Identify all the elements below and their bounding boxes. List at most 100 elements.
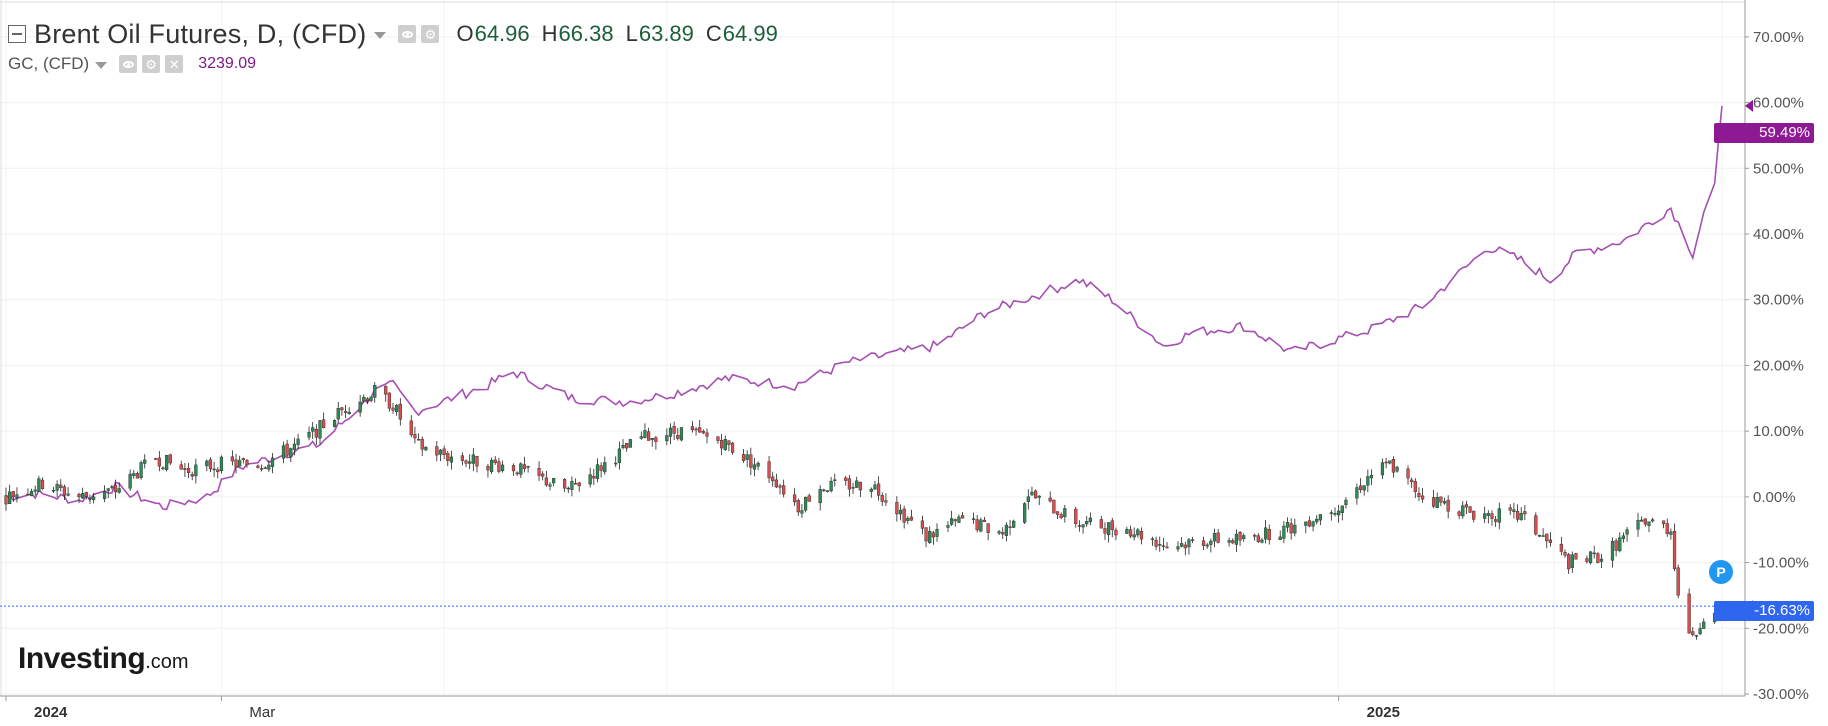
- close-label: C: [705, 21, 722, 46]
- oil-candle: [741, 454, 746, 461]
- p-marker-icon[interactable]: P: [1709, 560, 1733, 584]
- oil-candle: [1315, 518, 1319, 523]
- oil-candle: [1267, 529, 1271, 541]
- oil-candle: [570, 481, 574, 490]
- oil-candle: [1596, 553, 1600, 563]
- oil-candle: [1033, 490, 1038, 499]
- oil-candle: [212, 468, 216, 471]
- y-tick-label: 40.00%: [1753, 226, 1804, 243]
- oil-candle: [1333, 513, 1337, 515]
- oil-candle: [676, 435, 680, 439]
- oil-candle: [1107, 522, 1111, 536]
- oil-candle: [234, 459, 238, 468]
- low-value: 63.89: [638, 21, 694, 46]
- oil-candle: [522, 464, 527, 469]
- oil-candle: [8, 491, 12, 504]
- oil-candle: [230, 456, 234, 462]
- eye-icon[interactable]: [398, 25, 417, 43]
- y-tick-label: 70.00%: [1753, 29, 1804, 46]
- oil-candle: [307, 431, 311, 438]
- gear-icon[interactable]: ⚙: [421, 25, 440, 43]
- oil-candle: [165, 454, 169, 470]
- gear-icon[interactable]: ⚙: [142, 55, 161, 73]
- oil-candle: [595, 464, 600, 479]
- oil-candle: [847, 478, 851, 490]
- oil-candle: [398, 403, 402, 420]
- oil-candle: [347, 411, 351, 414]
- oil-candle: [1691, 631, 1695, 635]
- oil-candle: [1669, 531, 1673, 535]
- oil-candle: [1563, 551, 1567, 556]
- oil-candle: [1150, 538, 1155, 540]
- high-label: H: [541, 21, 558, 46]
- oil-candle: [668, 427, 673, 437]
- oil-candle: [1242, 535, 1246, 540]
- oil-candle: [132, 473, 136, 476]
- oil-candle: [566, 487, 570, 490]
- oil-candle: [1329, 512, 1333, 514]
- oil-candle: [833, 479, 837, 481]
- oil-candle: [135, 473, 140, 479]
- chevron-down-icon[interactable]: [95, 61, 108, 69]
- oil-candle: [263, 467, 267, 469]
- oil-candle: [515, 472, 519, 475]
- oil-candle: [362, 396, 366, 402]
- oil-candle: [803, 496, 808, 511]
- oil-candle: [756, 462, 760, 467]
- oil-candle: [387, 392, 391, 409]
- oil-candle: [1388, 460, 1392, 464]
- oil-candle: [1515, 511, 1520, 520]
- oil-candle: [438, 449, 443, 455]
- oil-candle: [1694, 635, 1699, 637]
- oil-candle: [270, 457, 275, 467]
- oil-candle: [698, 427, 702, 433]
- gold-badge-pointer: [1745, 99, 1753, 112]
- open-label: O: [456, 21, 474, 46]
- oil-candle: [322, 419, 326, 428]
- y-tick-label: 30.00%: [1753, 292, 1804, 309]
- oil-candle: [1253, 534, 1257, 537]
- eye-icon[interactable]: [119, 55, 138, 73]
- oil-candle: [1618, 537, 1622, 552]
- oil-candle: [694, 428, 698, 431]
- oil-candle: [544, 477, 548, 486]
- compare-symbol-title[interactable]: GC, (CFD): [8, 54, 90, 73]
- oil-candle: [603, 462, 607, 473]
- oil-candle: [950, 518, 954, 525]
- oil-candle: [654, 437, 658, 443]
- oil-candle: [1048, 497, 1052, 502]
- oil-candle: [1180, 543, 1184, 547]
- open-value: 64.96: [474, 21, 530, 46]
- oil-candle: [621, 445, 625, 448]
- oil-candle: [1486, 513, 1490, 516]
- oil-candle: [909, 516, 914, 521]
- compare-last-value: 3239.09: [198, 55, 257, 72]
- oil-candle: [1541, 535, 1545, 537]
- legend-symbol-title[interactable]: Brent Oil Futures, D, (CFD): [34, 18, 367, 49]
- oil-candle: [1676, 567, 1680, 596]
- oil-candle: [599, 465, 603, 471]
- oil-candle: [1421, 495, 1425, 500]
- oil-candle: [957, 516, 961, 523]
- oil-candle: [877, 483, 881, 496]
- oil-candle: [208, 459, 213, 470]
- oil-candle: [690, 426, 694, 431]
- oil-candle: [369, 396, 373, 401]
- oil-candle: [1643, 518, 1647, 525]
- oil-candle: [1457, 511, 1461, 516]
- oil-candle: [1599, 558, 1604, 562]
- oil-candle: [314, 429, 318, 438]
- chevron-down-icon[interactable]: [374, 31, 387, 39]
- oil-candle: [730, 442, 735, 453]
- oil-candle: [183, 468, 187, 470]
- oil-candle: [1282, 525, 1286, 539]
- oil-candle: [855, 480, 859, 488]
- oil-candle: [88, 497, 92, 500]
- oil-candle: [1647, 521, 1651, 526]
- close-icon[interactable]: ✕: [165, 55, 184, 73]
- oil-candle: [106, 488, 110, 491]
- collapse-icon[interactable]: [8, 25, 26, 43]
- oil-candle: [920, 520, 925, 529]
